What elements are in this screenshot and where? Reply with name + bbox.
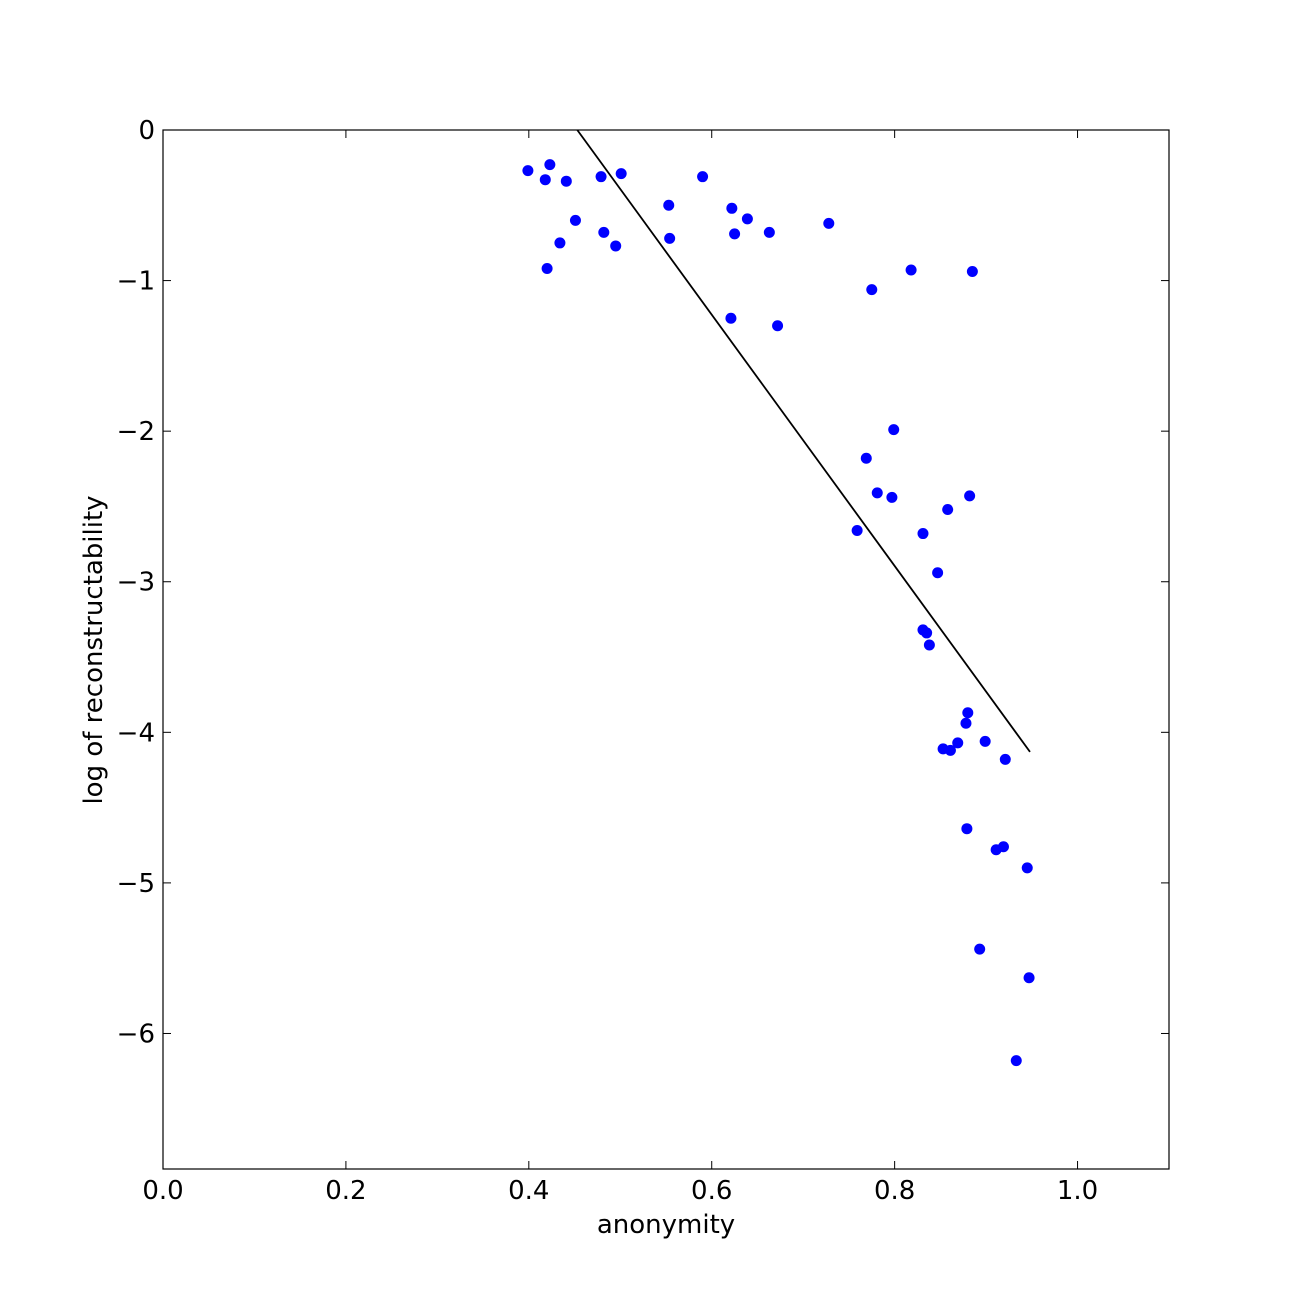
y-axis-label: log of reconstructability xyxy=(79,495,109,804)
point xyxy=(999,753,1011,765)
point xyxy=(595,171,607,183)
point xyxy=(888,424,900,436)
point xyxy=(860,452,872,464)
point xyxy=(697,171,709,183)
point xyxy=(923,639,935,651)
point xyxy=(917,528,929,540)
point xyxy=(944,744,956,756)
fit-line xyxy=(576,129,1031,753)
point xyxy=(997,841,1009,853)
y-tick-label: −1 xyxy=(117,267,155,297)
point xyxy=(615,168,627,180)
point xyxy=(979,735,991,747)
point xyxy=(964,490,976,502)
point xyxy=(921,627,933,639)
y-tick-label: −2 xyxy=(117,417,155,447)
y-tick-label: −3 xyxy=(117,568,155,598)
point xyxy=(544,159,556,171)
point xyxy=(823,217,835,229)
point xyxy=(741,213,753,225)
point xyxy=(610,240,622,252)
x-tick-label: 1.0 xyxy=(1057,1176,1098,1206)
point xyxy=(974,943,986,955)
point xyxy=(569,214,581,226)
point xyxy=(952,737,964,749)
y-tick-label: −4 xyxy=(117,718,155,748)
x-tick-label: 0.0 xyxy=(142,1176,183,1206)
y-tick-label: 0 xyxy=(138,116,155,146)
y-tick-label: −6 xyxy=(117,1019,155,1049)
point xyxy=(942,503,954,515)
point xyxy=(541,263,553,275)
x-tick-label: 0.2 xyxy=(325,1176,366,1206)
point xyxy=(725,312,737,324)
point xyxy=(961,823,973,835)
point xyxy=(772,320,784,332)
x-tick-label: 0.4 xyxy=(508,1176,549,1206)
point xyxy=(866,284,878,296)
point xyxy=(886,491,898,503)
point xyxy=(932,567,944,579)
point xyxy=(905,264,917,276)
point xyxy=(560,175,572,187)
point xyxy=(726,202,738,214)
point xyxy=(763,226,775,238)
point xyxy=(1021,862,1033,874)
point xyxy=(663,199,675,211)
point xyxy=(960,717,972,729)
y-tick-label: −5 xyxy=(117,869,155,899)
plot-frame xyxy=(162,129,1170,1170)
point xyxy=(1010,1055,1022,1067)
point xyxy=(962,707,974,719)
x-axis-label: anonymity xyxy=(597,1210,735,1240)
point xyxy=(598,226,610,238)
point xyxy=(1023,972,1035,984)
point xyxy=(871,487,883,499)
point xyxy=(539,174,551,186)
point xyxy=(729,228,741,240)
x-tick-label: 0.6 xyxy=(691,1176,732,1206)
point xyxy=(966,266,978,278)
point xyxy=(522,165,534,177)
point xyxy=(851,525,863,537)
point xyxy=(664,232,676,244)
x-tick-label: 0.8 xyxy=(874,1176,915,1206)
point xyxy=(554,237,566,249)
